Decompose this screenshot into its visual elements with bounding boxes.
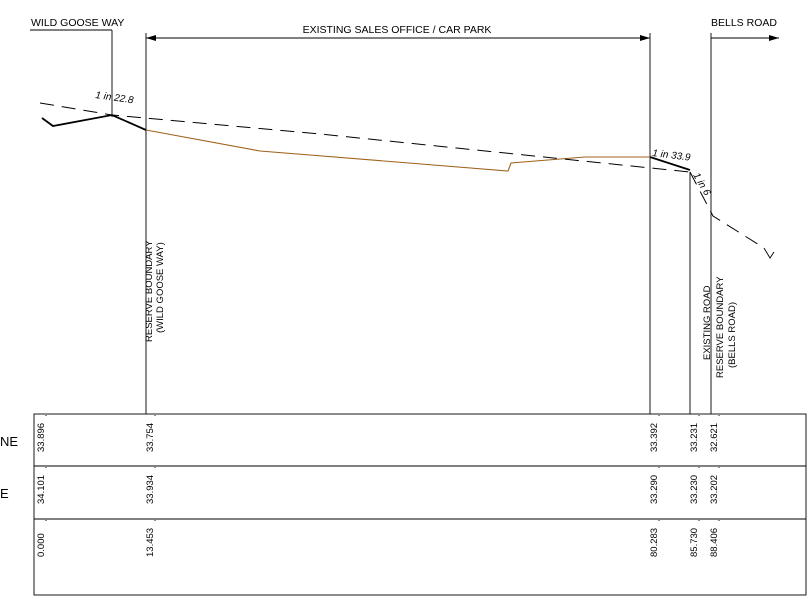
label-bells-road: BELLS ROAD [711,17,777,29]
slope-label-left: 1 in 22.8 [95,90,135,106]
table-cell-ne-level: 33.896 [36,423,47,452]
arrow-right-icon [769,35,779,41]
design-line-end-tick [763,247,775,259]
existing-surface-right [649,156,691,171]
table-values: 33.896 33.754 33.392 33.231 32.621 34.101 33.9… [36,415,720,557]
existing-surface-left [41,114,147,131]
arrow-left-icon [146,35,156,41]
table-cell-e-level: 33.290 [649,475,660,504]
design-line-dashed [39,102,691,173]
label-existing-road: EXISTING ROAD [702,285,713,360]
existing-car-park-surface [145,129,650,172]
data-table-frame [33,413,807,596]
row-label-e: E [0,486,9,501]
table-cell-chainage: 88.406 [709,528,720,557]
table-cell-ne-level: 33.754 [145,423,156,452]
table-cell-ne-level: 33.231 [689,423,700,452]
slope-label-steep: 1 in 6 [690,171,712,198]
row-label-ne: NE [0,434,18,449]
table-cell-e-level: 33.202 [709,475,720,504]
table-cell-chainage: 80.283 [649,528,660,557]
table-cell-chainage: 13.453 [145,528,156,557]
table-cell-ne-level: 32.621 [709,423,720,452]
label-wild-goose-way: WILD GOOSE WAY [31,17,124,29]
table-cell-e-level: 34.101 [36,475,47,504]
design-line-dashed-tail [689,171,765,249]
arrow-right-icon [640,35,650,41]
label-reserve-boundary-wild-goose-sub: (WILD GOOSE WAY) [155,242,166,333]
table-cell-e-level: 33.934 [145,475,156,504]
label-reserve-boundary-wild-goose: RESERVE BOUNDARY [144,240,155,342]
table-cell-e-level: 33.230 [689,475,700,504]
slope-label-right: 1 in 33.9 [652,148,692,164]
label-reserve-boundary-bells: RESERVE BOUNDARY [715,276,726,378]
table-cell-chainage: 0.000 [36,533,47,557]
label-existing-sales-office: EXISTING SALES OFFICE / CAR PARK [303,24,492,36]
label-reserve-boundary-bells-sub: (BELLS ROAD) [727,302,738,368]
table-cell-chainage: 85.730 [689,528,700,557]
table-cell-ne-level: 33.392 [649,423,660,452]
